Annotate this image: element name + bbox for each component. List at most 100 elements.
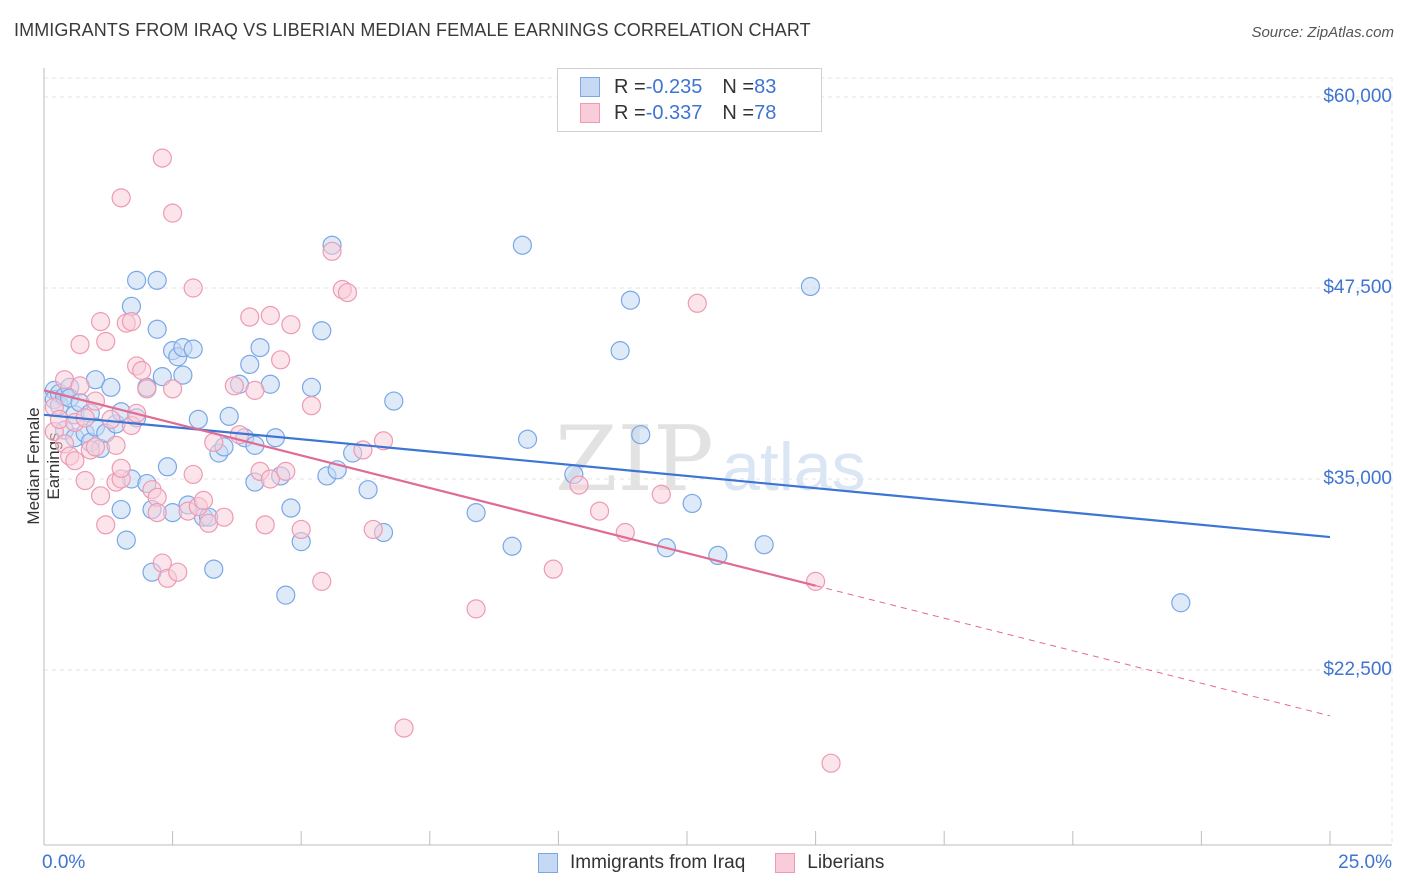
legend-r-label: R = <box>614 75 646 98</box>
point-liberians-40 <box>168 562 188 582</box>
point-iraq-45 <box>204 559 224 579</box>
legend-n-value-iraq: 83 <box>754 75 777 98</box>
point-liberians-78 <box>821 753 841 773</box>
point-iraq-61 <box>301 377 322 397</box>
point-liberians-31 <box>137 379 157 399</box>
point-liberians-55 <box>260 305 280 326</box>
x-tick-label-max: 25.0% <box>1338 852 1392 873</box>
y-tick-label-60000: $60,000 <box>1323 86 1392 107</box>
point-iraq-70 <box>466 503 486 523</box>
point-liberians-51 <box>240 307 260 327</box>
series-legend-liberians[interactable]: Liberians <box>775 852 884 874</box>
point-liberians-75 <box>651 484 671 504</box>
point-iraq-77 <box>631 425 651 445</box>
point-iraq-32 <box>147 270 167 290</box>
point-liberians-34 <box>147 503 167 523</box>
trendline-liberians <box>43 389 816 587</box>
point-liberians-59 <box>281 315 301 335</box>
point-liberians-70 <box>466 599 486 619</box>
point-iraq-25 <box>126 270 147 290</box>
series-swatch-iraq <box>538 853 558 873</box>
point-liberians-19 <box>101 409 121 430</box>
y-tick-label-35000: $35,000 <box>1323 468 1392 489</box>
chart-title: IMMIGRANTS FROM IRAQ VS LIBERIAN MEDIAN … <box>14 20 811 40</box>
point-iraq-76 <box>620 290 641 310</box>
point-liberians-57 <box>271 350 291 370</box>
point-iraq-59 <box>281 498 301 518</box>
point-liberians-38 <box>163 203 183 223</box>
point-liberians-2 <box>49 409 70 430</box>
point-iraq-51 <box>240 354 260 374</box>
point-liberians-69 <box>394 718 414 738</box>
point-liberians-62 <box>312 571 332 591</box>
point-iraq-81 <box>754 535 774 555</box>
point-iraq-48 <box>219 406 239 426</box>
legend-swatch-liberians <box>580 103 600 123</box>
y-tick-label-22500: $22,500 <box>1323 659 1392 680</box>
point-liberians-42 <box>183 278 203 298</box>
point-iraq-33 <box>152 367 172 387</box>
point-iraq-62 <box>312 321 332 341</box>
point-iraq-58 <box>276 585 296 605</box>
point-iraq-38 <box>173 365 193 385</box>
point-iraq-72 <box>512 235 532 255</box>
point-iraq-82 <box>800 276 821 297</box>
point-liberians-49 <box>224 376 244 396</box>
point-liberians-65 <box>337 282 358 303</box>
series-legend-iraq[interactable]: Immigrants from Iraq <box>538 852 745 874</box>
legend-r-value-liberians: -0.337 <box>645 101 703 124</box>
point-liberians-67 <box>363 519 383 540</box>
point-iraq-67 <box>358 480 378 500</box>
legend-r-value-iraq: -0.235 <box>645 75 703 98</box>
legend-swatch-iraq <box>580 77 600 97</box>
point-liberians-36 <box>152 148 172 168</box>
watermark-zip: ZIP <box>555 407 714 512</box>
point-liberians-76 <box>687 293 707 313</box>
point-iraq-42 <box>188 409 208 430</box>
legend-n-label: N = <box>722 75 755 98</box>
point-liberians-43 <box>183 464 203 485</box>
point-liberians-14 <box>85 437 106 457</box>
x-tick-label-min: 0.0% <box>42 852 86 873</box>
watermark-atlas: atlas <box>722 429 866 505</box>
point-iraq-79 <box>682 493 702 514</box>
legend-row-iraq: R = -0.235 N = 83 <box>580 75 776 99</box>
source-label: Source: ZipAtlas.com <box>1251 24 1394 41</box>
point-liberians-68 <box>373 431 394 451</box>
point-liberians-8 <box>70 376 90 396</box>
point-liberians-30 <box>132 360 152 381</box>
point-liberians-58 <box>276 461 296 481</box>
point-iraq-21 <box>111 499 131 520</box>
point-iraq-69 <box>384 391 404 411</box>
point-iraq-71 <box>502 536 522 556</box>
point-iraq-83 <box>1171 593 1191 613</box>
point-liberians-21 <box>106 435 126 455</box>
point-iraq-41 <box>183 339 203 359</box>
series-legend: Immigrants from Iraq Liberians <box>538 852 914 874</box>
point-liberians-15 <box>90 312 111 332</box>
point-liberians-48 <box>214 507 234 527</box>
point-liberians-54 <box>255 515 275 535</box>
point-iraq-54 <box>250 337 270 358</box>
point-liberians-18 <box>96 515 116 535</box>
y-tick-label-47500: $47,500 <box>1323 277 1392 298</box>
point-iraq-22 <box>116 530 136 550</box>
correlation-legend: R = -0.235 N = 83 R = -0.337 N = 78 <box>557 68 822 132</box>
trendline-liberians-extension <box>815 585 1331 717</box>
point-liberians-23 <box>111 188 131 208</box>
point-liberians-73 <box>589 501 610 521</box>
point-iraq-31 <box>147 319 167 339</box>
point-liberians-9 <box>70 334 90 355</box>
point-iraq-18 <box>101 377 121 397</box>
point-iraq-34 <box>157 457 178 477</box>
point-liberians-17 <box>96 331 116 352</box>
series-label-liberians: Liberians <box>807 852 885 873</box>
point-liberians-61 <box>301 396 322 416</box>
legend-n-label: N = <box>722 101 755 124</box>
legend-r-label: R = <box>614 101 646 124</box>
point-liberians-16 <box>90 486 111 506</box>
point-liberians-6 <box>65 451 85 471</box>
trendline-iraq <box>43 413 1331 539</box>
point-iraq-75 <box>610 341 630 361</box>
